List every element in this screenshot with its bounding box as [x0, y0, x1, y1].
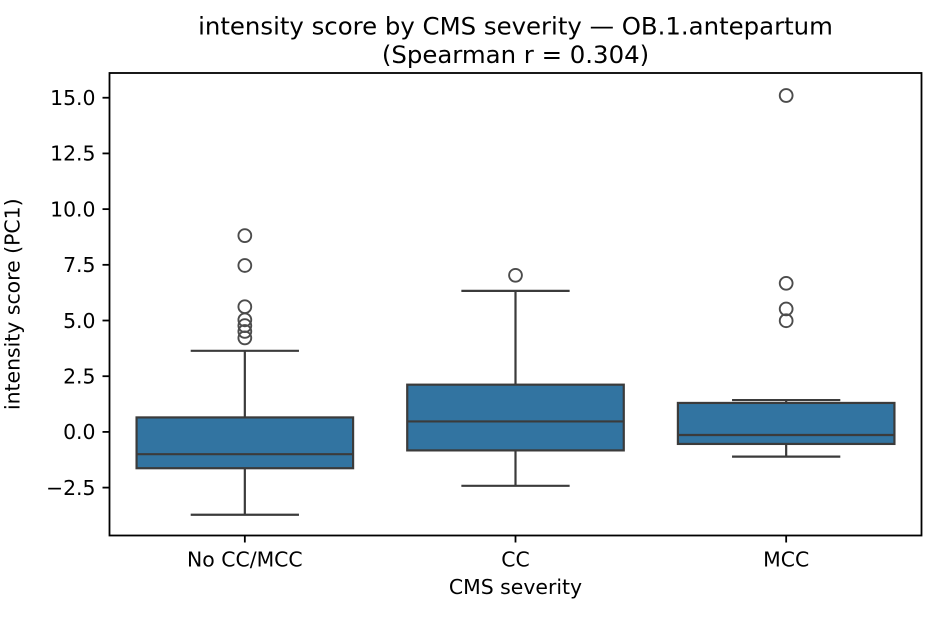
x-tick-label: CC: [501, 548, 529, 572]
y-tick-label: 12.5: [50, 142, 95, 166]
iqr-box: [406, 383, 625, 452]
y-tick-label: 10.0: [50, 197, 95, 221]
outlier-point: [778, 301, 794, 317]
y-axis-label: intensity score (PC1): [1, 198, 25, 410]
x-tick-label: MCC: [763, 548, 809, 572]
chart-subtitle: (Spearman r = 0.304): [382, 40, 649, 69]
axes-spines: [108, 72, 923, 537]
box-group-no-cc-mcc: [135, 228, 355, 516]
y-tick-label: 15.0: [50, 86, 95, 110]
iqr-box: [676, 401, 896, 446]
chart-title: intensity score by CMS severity — OB.1.a…: [198, 11, 833, 40]
outlier-point: [508, 267, 523, 283]
outlier-point: [237, 318, 253, 333]
iqr-box: [135, 416, 355, 470]
outlier-point: [237, 299, 253, 315]
outlier-point: [778, 313, 794, 329]
box-group-mcc: [676, 88, 896, 458]
y-tick-label: 0.0: [63, 420, 95, 444]
x-axis-label: CMS severity: [449, 575, 582, 599]
outlier-point: [778, 88, 794, 103]
y-tick-label: 2.5: [63, 365, 95, 389]
outlier-point: [237, 258, 253, 273]
outlier-point: [237, 324, 253, 339]
outlier-point: [237, 228, 253, 243]
y-tick-label: 7.5: [63, 253, 95, 277]
y-tick-label: 5.0: [63, 309, 95, 333]
box-group-cc: [406, 267, 625, 487]
x-tick-label: No CC/MCC: [187, 548, 303, 572]
plot-area: 15.0 12.5 10.0 7.5 5.0 2.5 0.0 −2.5 No CC/MCC CC M…: [46, 72, 923, 572]
outlier-point: [778, 275, 794, 291]
y-tick-label: −2.5: [46, 476, 96, 500]
